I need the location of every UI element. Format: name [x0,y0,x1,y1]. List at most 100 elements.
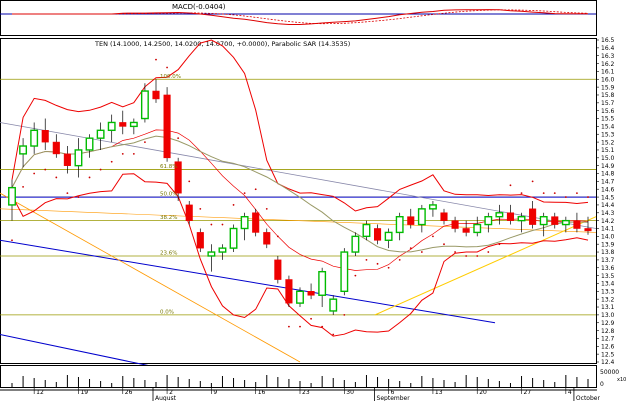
fib-label: 50.0% [160,192,177,198]
candle-body [506,212,515,221]
candle-body [52,141,60,155]
sar-dot [99,168,102,171]
sar-dot [121,152,124,155]
y-tick-label: 13.7 [601,257,615,264]
candle-body [129,121,138,128]
sar-dot [265,207,268,210]
candle-body [473,223,482,234]
x-tick-label: 26 [125,389,133,396]
sar-dot [33,172,36,175]
sar-dot [11,239,13,242]
candle-body [517,216,526,222]
macd-panel-frame [0,0,597,36]
candle-body [196,232,204,249]
sar-dot [443,243,445,246]
sar-dot [66,192,69,195]
sar-dot [420,251,423,253]
fan-line-2 [0,208,597,233]
candle-body [340,251,349,293]
volume-panel-frame [0,365,597,388]
sar-dot [210,223,213,226]
volume-bars [11,375,589,387]
candle-body [384,231,393,241]
month-label: October [576,395,601,401]
candle-body [329,298,338,312]
candle-body [240,216,249,230]
sar-dot [188,180,191,183]
x-tick-label: 20 [479,389,487,396]
y-tick-label: 12.8 [601,328,615,335]
y-tick-label: 14.4 [601,202,615,209]
y-tick-label: 13.5 [601,273,615,280]
candle-body [362,223,371,238]
candle-body [285,279,293,304]
y-tick-label: 15.4 [601,124,615,131]
candle-body [174,161,182,194]
sar-dot [564,196,567,198]
candle-body [318,270,327,296]
y-tick-label: 14.7 [601,179,615,186]
sar-dot [531,180,534,183]
y-tick-label: 13.9 [601,241,615,248]
candle-body [41,130,49,143]
moving-average [11,135,589,253]
sar-dot [476,255,479,257]
candle-body [163,94,171,159]
volume-unit: x10 [617,377,626,383]
candle-body [584,228,592,232]
y-tick-label: 12.7 [601,336,615,343]
candle-body [551,216,559,225]
y-tick-label: 14.9 [601,163,615,170]
volume-tick-0: 0 [600,381,604,388]
sar-dot [110,160,113,163]
candle-body [529,208,537,225]
price-title: TEN (14.1000, 14.2500, 14.0200, 14.0700,… [94,40,350,48]
y-tick-label: 15.8 [601,92,615,99]
candle-body [252,212,260,233]
y-tick-label: 15.2 [601,139,615,146]
candle-body [351,235,360,253]
sar-dot [376,262,379,265]
sar-dot [88,176,91,179]
y-tick-label: 15.9 [601,84,615,91]
y-tick-label: 14.5 [601,194,615,201]
sar-dot [542,192,545,195]
sar-dot [587,196,589,198]
y-tick-label: 16.3 [601,53,615,60]
trendline-upper [0,122,597,229]
volume-tick-50000: 50000 [600,369,619,376]
macd-signal-line [12,9,589,25]
fib-labels: 100.0% 61.8% 50.0% 38.2% 23.6% 0.0% [160,74,181,316]
y-tick-label: 14.2 [601,218,615,225]
y-tick-label: 12.9 [601,320,615,327]
y-tick-label: 14.3 [601,210,615,217]
sar-dot [199,207,202,210]
sar-dot [77,196,80,198]
sar-dot [387,266,390,269]
sar-dot [553,192,556,195]
y-tick-label: 13.1 [601,304,615,311]
candle-body [63,153,71,166]
candle-body [417,208,426,226]
y-tick-label: 16.5 [601,37,615,44]
sar-dot [232,204,235,206]
y-tick-label: 13.0 [601,312,615,319]
x-axis: 12 19 26 2 9 16 23 30 6 13 20 27 4 August September Oct… [0,388,600,401]
candle-body [407,216,415,225]
sar-dot [465,255,468,257]
candle-body [19,145,28,155]
x-tick-label: 6 [391,389,395,396]
x-tick-label: 12 [36,389,44,396]
candle-body [495,212,504,218]
sar-dot [487,251,490,253]
candle-body [428,204,437,210]
candle-body [395,216,404,234]
rising-trendline [374,216,597,316]
candle-body [274,259,282,280]
fib-label: 61.8% [160,164,177,170]
y-tick-label: 16.1 [601,69,615,76]
sar-dot [343,313,346,316]
sar-dot [221,223,224,226]
candle-body [74,149,83,167]
